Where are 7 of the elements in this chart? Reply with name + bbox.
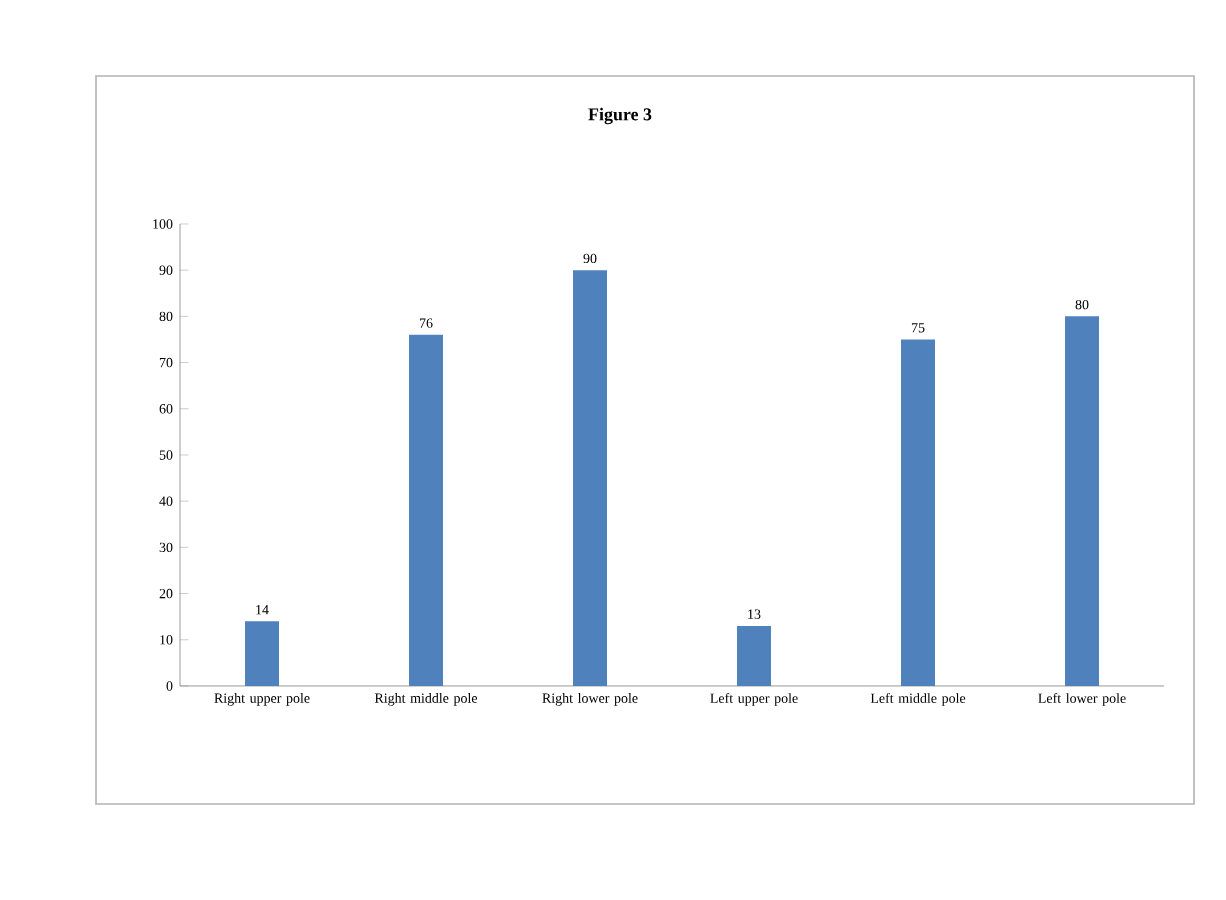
bar — [573, 270, 608, 686]
bar — [737, 625, 772, 686]
bar — [901, 339, 936, 686]
bar — [1065, 316, 1100, 686]
bar — [409, 334, 444, 686]
chart-title: Figure 3 — [588, 107, 652, 125]
bar — [245, 621, 280, 686]
